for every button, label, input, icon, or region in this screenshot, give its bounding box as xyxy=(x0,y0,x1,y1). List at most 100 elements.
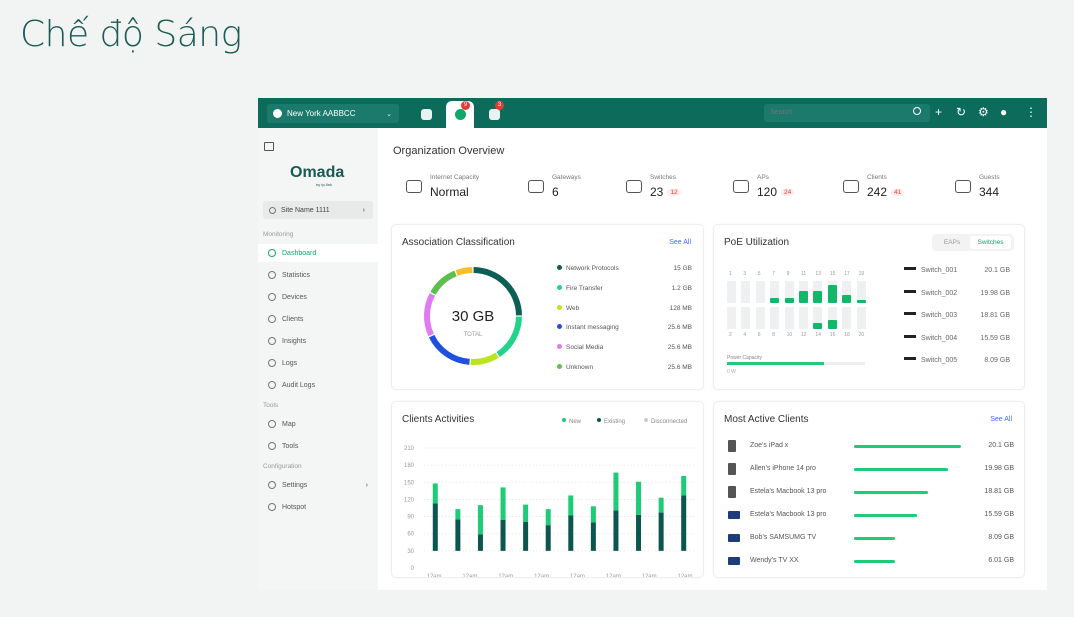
sidebar-item-map[interactable]: Map xyxy=(258,415,378,433)
port-number: 19 xyxy=(858,271,865,277)
bar-new[interactable] xyxy=(681,476,687,496)
settings-icon[interactable]: ⚙ xyxy=(978,105,989,119)
port-number: 18 xyxy=(844,332,850,338)
sidebar-item-settings[interactable]: Settings › xyxy=(258,476,378,494)
site-name-selector[interactable]: Site Name 1111 › xyxy=(263,201,373,219)
poe-port[interactable] xyxy=(741,307,751,329)
poe-port[interactable] xyxy=(856,307,866,329)
bar-existing[interactable] xyxy=(455,519,461,551)
bar-new[interactable] xyxy=(432,483,438,504)
bar-existing[interactable] xyxy=(523,521,529,551)
search-icon[interactable] xyxy=(913,107,921,115)
bar-new[interactable] xyxy=(545,509,551,526)
legend-value: 128 MB xyxy=(669,304,692,312)
poe-port[interactable] xyxy=(770,307,780,329)
poe-port[interactable] xyxy=(827,281,837,303)
toggle-eaps[interactable]: EAPs xyxy=(943,239,961,246)
legend-label: Social Media xyxy=(566,344,604,352)
bar-existing[interactable] xyxy=(658,512,664,551)
poe-port[interactable] xyxy=(784,281,794,303)
bar-existing[interactable] xyxy=(477,534,483,551)
see-all-link[interactable]: See All xyxy=(990,416,1012,423)
poe-port[interactable] xyxy=(727,307,736,329)
poe-port[interactable] xyxy=(741,281,751,303)
sidebar-item-audit-logs[interactable]: Audit Logs xyxy=(258,376,378,394)
bar-existing[interactable] xyxy=(590,522,596,551)
client-row[interactable]: Zoe's iPad x 20.1 GB xyxy=(728,440,1014,454)
sidebar-item-clients[interactable]: Clients xyxy=(258,310,378,328)
device-type-toggle: EAPs Switches xyxy=(932,234,1014,251)
alert-count-badge: 12 xyxy=(667,189,681,196)
client-row[interactable]: Wendy's TV XX 6.01 GB xyxy=(728,555,1014,569)
bar-new[interactable] xyxy=(590,506,596,523)
poe-port[interactable] xyxy=(755,281,765,303)
poe-port[interactable] xyxy=(813,281,823,303)
toggle-switches[interactable]: Switches xyxy=(970,236,1011,249)
collapse-sidebar-icon[interactable] xyxy=(264,142,274,151)
switch-row[interactable]: Switch_001 20.1 GB xyxy=(904,267,1010,277)
poe-port[interactable] xyxy=(727,281,736,303)
refresh-icon[interactable]: ↻ xyxy=(956,105,967,119)
sidebar-item-insights[interactable]: Insights xyxy=(258,332,378,350)
see-all-link[interactable]: See All xyxy=(669,239,691,246)
bar-new[interactable] xyxy=(455,509,461,520)
bar-new[interactable] xyxy=(658,497,664,513)
client-row[interactable]: Estela's Macbook 13 pro 18.81 GB xyxy=(728,486,1014,500)
donut-segment-web[interactable] xyxy=(470,352,499,365)
poe-port[interactable] xyxy=(842,307,852,329)
switch-row[interactable]: Switch_004 15.59 GB xyxy=(904,334,1010,345)
bar-new[interactable] xyxy=(636,481,642,515)
sidebar-item-hotspot[interactable]: Hotspot xyxy=(258,498,378,516)
poe-port[interactable] xyxy=(813,307,823,329)
bar-new[interactable] xyxy=(568,495,574,516)
bar-existing[interactable] xyxy=(613,510,619,551)
donut-segment-network-protocols[interactable] xyxy=(473,267,522,316)
donut-segment-unknown[interactable] xyxy=(430,270,457,295)
bar-existing[interactable] xyxy=(681,495,687,551)
user-icon[interactable]: ● xyxy=(1000,105,1008,119)
stat-label: Gateways xyxy=(552,174,581,181)
bar-new[interactable] xyxy=(613,472,619,511)
poe-port[interactable] xyxy=(799,281,808,303)
bar-existing[interactable] xyxy=(545,525,551,551)
switch-row[interactable]: Switch_005 8.09 GB xyxy=(904,357,1010,367)
bar-existing[interactable] xyxy=(568,515,574,551)
client-row[interactable]: Estela's Macbook 13 pro 15.59 GB xyxy=(728,509,1014,523)
switch-row[interactable]: Switch_002 19.98 GB xyxy=(904,289,1010,300)
bar-existing[interactable] xyxy=(500,520,506,551)
poe-port[interactable] xyxy=(770,281,780,303)
bar-new[interactable] xyxy=(523,504,529,522)
poe-port[interactable] xyxy=(755,307,765,329)
search-input[interactable] xyxy=(764,104,930,122)
bar-new[interactable] xyxy=(500,487,506,520)
poe-port[interactable] xyxy=(856,281,866,303)
tab-home[interactable] xyxy=(412,101,440,128)
switch-row[interactable]: Switch_003 18.81 GB xyxy=(904,312,1010,322)
donut-segment-instant-messaging[interactable] xyxy=(428,334,470,365)
bar-existing[interactable] xyxy=(432,503,438,551)
sidebar-item-logs[interactable]: Logs xyxy=(258,354,378,372)
poe-port[interactable] xyxy=(827,307,837,329)
sidebar-item-tools[interactable]: Tools xyxy=(258,437,378,455)
add-icon[interactable]: + xyxy=(935,105,943,119)
donut-segment-other[interactable] xyxy=(455,267,473,276)
donut-segment-fire-transfer[interactable] xyxy=(496,316,522,358)
tab-global[interactable]: 9 xyxy=(446,101,474,128)
sidebar-item-statistics[interactable]: Statistics xyxy=(258,266,378,284)
bar-existing[interactable] xyxy=(636,514,642,551)
client-row[interactable]: Bob's SAMSUMG TV 8.09 GB xyxy=(728,532,1014,546)
bar-new[interactable] xyxy=(477,505,483,535)
tab-camera[interactable]: 3 xyxy=(480,101,508,128)
more-icon[interactable]: ⋮ xyxy=(1025,105,1037,119)
site-selector[interactable]: New York AABBCC ⌄ xyxy=(267,104,399,123)
poe-port[interactable] xyxy=(784,307,794,329)
switch-icon xyxy=(904,357,916,360)
poe-port[interactable] xyxy=(799,307,808,329)
sidebar-item-dashboard[interactable]: Dashboard xyxy=(258,244,378,262)
poe-port[interactable] xyxy=(842,281,852,303)
legend-dot-icon xyxy=(557,265,562,270)
donut-segment-social-media[interactable] xyxy=(424,292,436,337)
sidebar-item-devices[interactable]: Devices xyxy=(258,288,378,306)
client-row[interactable]: Allen's iPhone 14 pro 19.98 GB xyxy=(728,463,1014,477)
usage-bar xyxy=(854,514,918,517)
